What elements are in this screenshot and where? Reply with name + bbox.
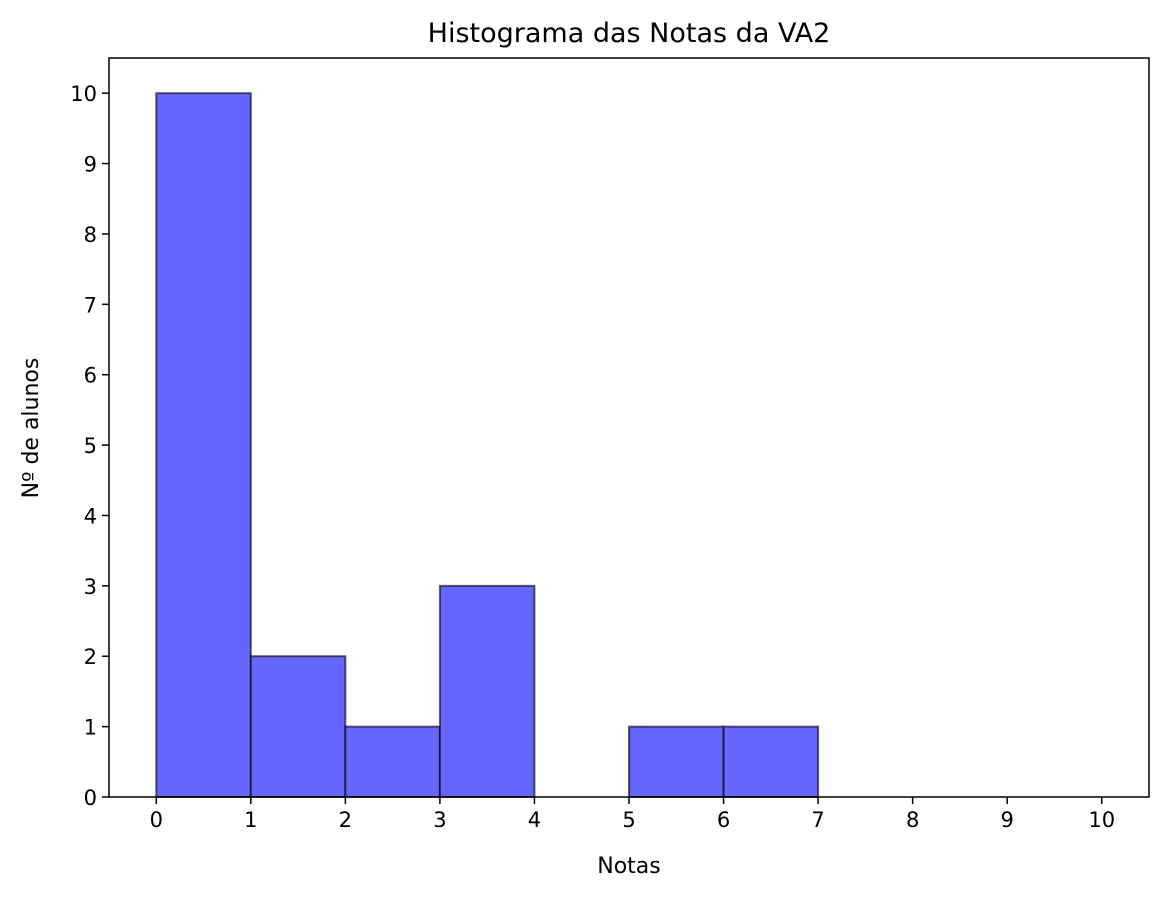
- histogram-bar: [628, 725, 725, 798]
- x-tick-label: 8: [906, 808, 919, 832]
- x-tick-label: 0: [150, 808, 163, 832]
- histogram-bar: [344, 725, 441, 798]
- y-tick-label: 6: [84, 364, 97, 388]
- y-tick-label: 4: [84, 504, 97, 528]
- x-axis-label: Notas: [597, 854, 661, 879]
- x-tick-label: 9: [1000, 808, 1013, 832]
- y-tick-label: 1: [84, 716, 97, 740]
- y-tick-label: 0: [84, 786, 97, 810]
- y-axis-label: Nº de alunos: [19, 358, 44, 499]
- y-tick-label: 2: [84, 645, 97, 669]
- x-tick-label: 1: [244, 808, 257, 832]
- x-tick-label: 4: [528, 808, 541, 832]
- x-tick-label: 5: [622, 808, 635, 832]
- histogram-bar: [722, 725, 820, 798]
- histogram-bar: [249, 655, 347, 798]
- histogram-bar: [155, 92, 252, 798]
- y-tick-label: 10: [70, 82, 97, 106]
- x-tick-label: 10: [1088, 808, 1115, 832]
- y-tick-label: 7: [84, 293, 97, 317]
- x-tick-label: 2: [339, 808, 352, 832]
- chart-title: Histograma das Notas da VA2: [428, 18, 831, 49]
- y-tick-label: 9: [84, 153, 97, 177]
- x-tick-label: 3: [433, 808, 446, 832]
- y-tick-label: 8: [84, 223, 97, 247]
- x-tick-label: 7: [811, 808, 824, 832]
- y-tick-label: 5: [84, 434, 97, 458]
- histogram-bar: [438, 584, 536, 798]
- x-tick-label: 6: [717, 808, 730, 832]
- y-tick-label: 3: [84, 575, 97, 599]
